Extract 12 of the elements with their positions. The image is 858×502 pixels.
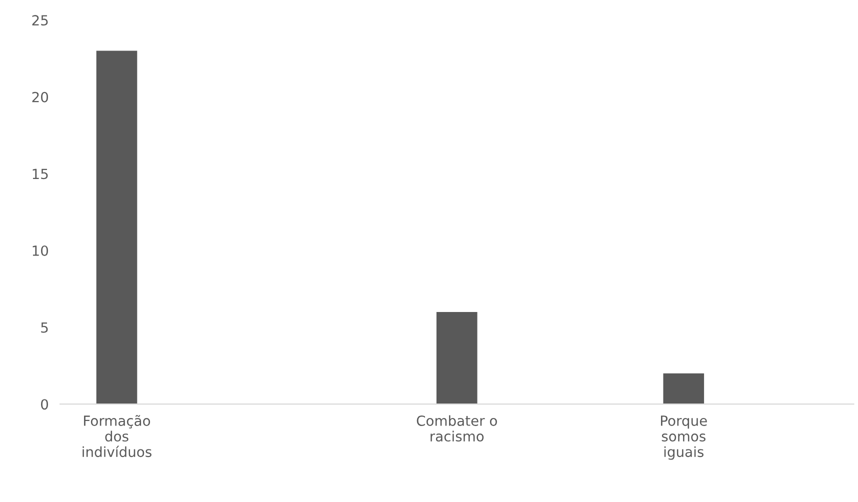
y-tick-label: 0 [41,399,48,410]
y-tick-label: 10 [32,245,48,256]
y-tick-label: 15 [32,168,48,180]
y-tick-label: 5 [41,322,48,333]
bar [96,50,138,404]
x-tick-label: Formação dos indivíduos [82,415,152,458]
y-tick-label: 20 [32,92,48,102]
x-tick-label: Combater o racismo [416,415,497,442]
x-tick-label: Porque somos iguais [661,416,707,460]
bar [663,373,704,404]
y-tick-label: 25 [32,15,48,26]
bar [436,312,478,404]
